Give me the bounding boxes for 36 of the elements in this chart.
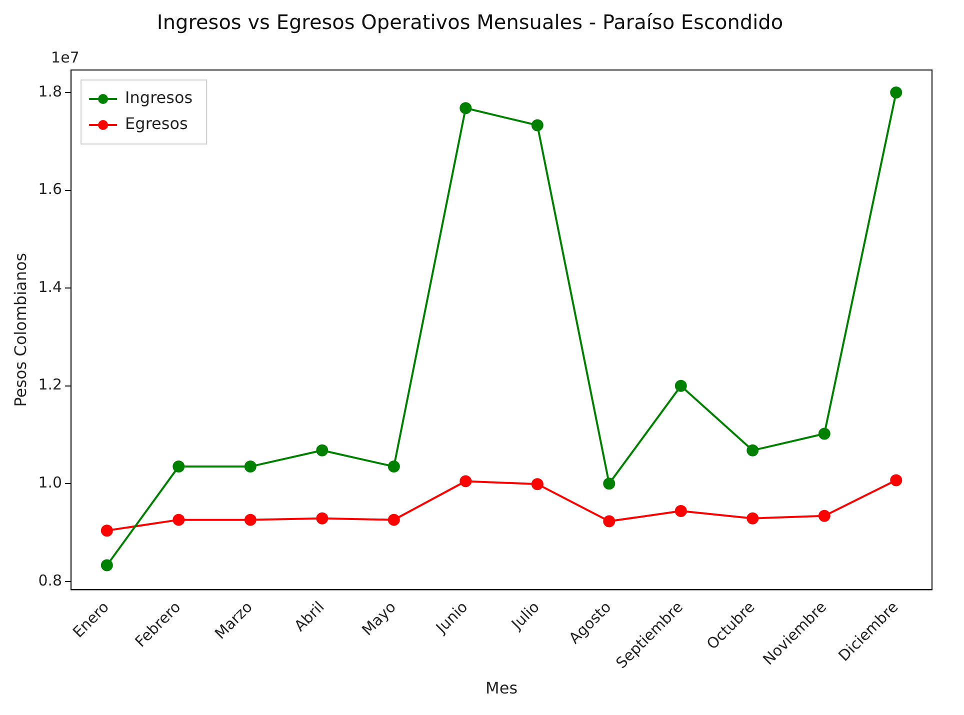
point <box>100 559 113 572</box>
point <box>818 428 830 440</box>
chart-title: Ingresos vs Egresos Operativos Mensuales - Paraíso Escondido <box>156 10 784 34</box>
y-tick-label: 0.8 <box>38 571 62 590</box>
point <box>603 478 616 490</box>
y-tick-label: 1.6 <box>38 180 62 198</box>
y-tick-label: 1.0 <box>38 474 62 492</box>
x-axis-title: Mes <box>486 678 518 698</box>
legend-label: Ingresos <box>125 88 193 108</box>
point <box>172 514 185 526</box>
point <box>746 512 759 524</box>
point <box>890 474 902 486</box>
point <box>460 475 472 488</box>
y-tick-label: 1.2 <box>38 376 62 394</box>
point <box>316 512 328 524</box>
point <box>890 86 902 98</box>
point <box>460 102 472 114</box>
point <box>388 514 400 526</box>
point <box>674 505 687 518</box>
point <box>316 444 328 456</box>
point <box>388 460 400 473</box>
point <box>531 119 544 132</box>
y-axis-title: Pesos Colombianos <box>10 252 30 407</box>
point <box>674 380 687 392</box>
point <box>531 478 544 490</box>
point <box>244 514 256 526</box>
point <box>818 510 830 522</box>
point <box>172 460 185 473</box>
y-tick-label: 1.8 <box>38 82 62 100</box>
point <box>244 460 256 473</box>
legend-label: Egresos <box>125 114 188 134</box>
y-tick-label: 1.4 <box>38 278 62 296</box>
point <box>603 515 616 528</box>
point <box>746 444 759 456</box>
text: 1e7 <box>51 48 80 66</box>
point <box>100 524 113 537</box>
